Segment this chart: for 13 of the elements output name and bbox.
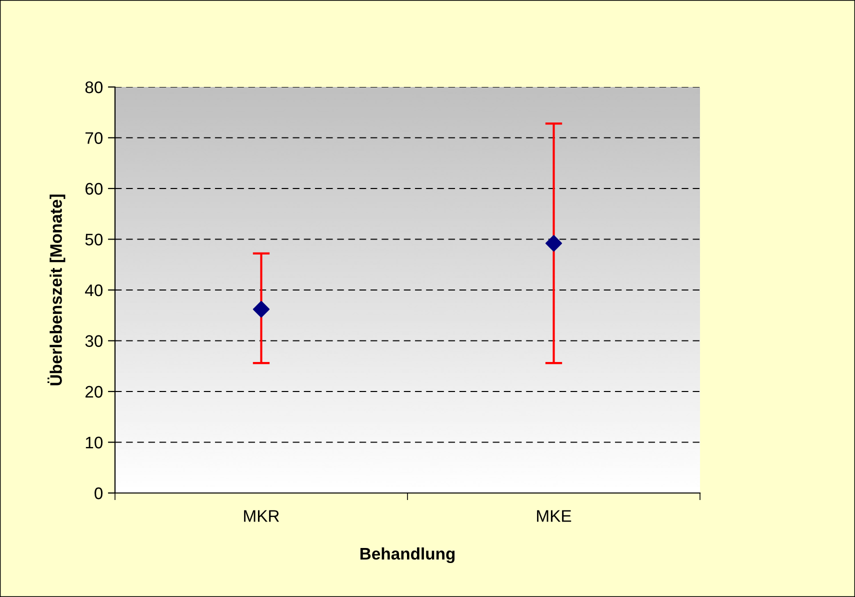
- y-tick-label: 0: [94, 487, 103, 500]
- x-tick-label: MKE: [537, 510, 572, 522]
- y-tick-label: 20: [85, 386, 103, 398]
- y-tick-label: 50: [85, 234, 103, 246]
- y-tick-label: 10: [86, 436, 103, 448]
- x-tick-label: MKR: [244, 510, 279, 522]
- y-axis-title: Überlebenszeit [Monate]: [48, 194, 66, 386]
- y-tick-label: 40: [85, 284, 103, 296]
- y-tick-label: 30: [85, 335, 103, 347]
- y-tick-label: 80: [85, 81, 103, 94]
- y-tick-label: 60: [86, 182, 103, 195]
- x-axis-title: Behandlung: [360, 547, 455, 564]
- y-tick-label: 70: [86, 132, 103, 144]
